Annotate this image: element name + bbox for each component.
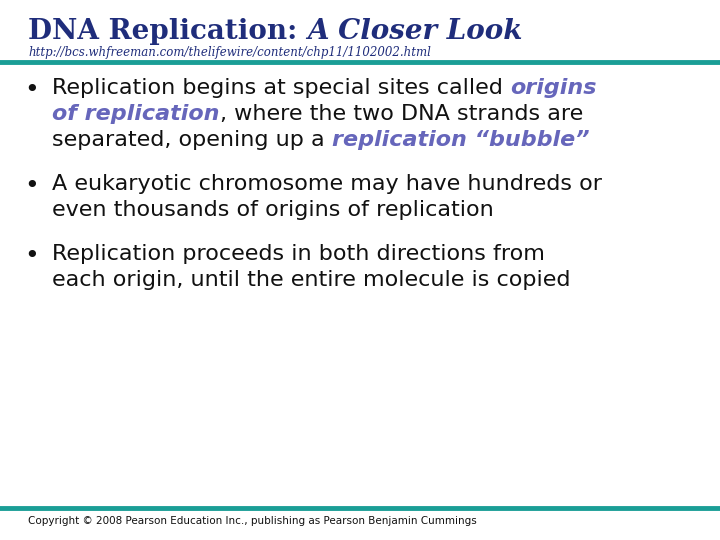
- Text: , where the two DNA strands are: , where the two DNA strands are: [220, 104, 582, 124]
- Text: A Closer Look: A Closer Look: [307, 18, 523, 45]
- Text: of replication: of replication: [52, 104, 220, 124]
- Text: http://bcs.whfreeman.com/thelifewire/content/chp11/1102002.html: http://bcs.whfreeman.com/thelifewire/con…: [28, 46, 431, 59]
- Text: •: •: [24, 174, 39, 198]
- Text: DNA Replication:: DNA Replication:: [28, 18, 307, 45]
- Text: Copyright © 2008 Pearson Education Inc., publishing as Pearson Benjamin Cummings: Copyright © 2008 Pearson Education Inc.,…: [28, 516, 477, 526]
- Text: separated, opening up a: separated, opening up a: [52, 130, 332, 150]
- Text: •: •: [24, 78, 39, 102]
- Text: origins: origins: [510, 78, 596, 98]
- Text: A eukaryotic chromosome may have hundreds or: A eukaryotic chromosome may have hundred…: [52, 174, 602, 194]
- Text: replication “bubble”: replication “bubble”: [332, 130, 590, 150]
- Text: each origin, until the entire molecule is copied: each origin, until the entire molecule i…: [52, 270, 570, 290]
- Text: •: •: [24, 244, 39, 268]
- Text: Replication proceeds in both directions from: Replication proceeds in both directions …: [52, 244, 545, 264]
- Text: Replication begins at special sites called: Replication begins at special sites call…: [52, 78, 510, 98]
- Text: even thousands of origins of replication: even thousands of origins of replication: [52, 200, 494, 220]
